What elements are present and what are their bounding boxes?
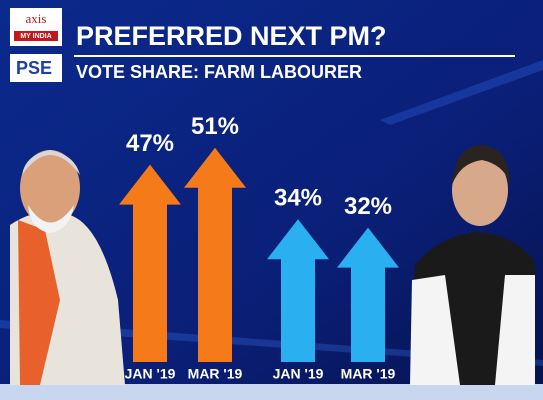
x-tick-label: JAN '19 bbox=[273, 366, 324, 382]
value-label: 51% bbox=[191, 113, 239, 140]
chart-subtitle: VOTE SHARE: FARM LABOURER bbox=[76, 62, 362, 82]
x-tick-label: MAR '19 bbox=[341, 366, 396, 382]
person-left bbox=[10, 150, 125, 385]
arrow-bar bbox=[267, 219, 329, 362]
arrow-bar bbox=[119, 164, 181, 362]
person-right bbox=[410, 145, 535, 385]
arrow-bar bbox=[184, 147, 246, 362]
value-label: 34% bbox=[274, 185, 322, 212]
value-label: 47% bbox=[126, 130, 174, 157]
x-tick-label: JAN '19 bbox=[125, 366, 176, 382]
value-label: 32% bbox=[344, 193, 392, 220]
channel-logo: PSE bbox=[16, 58, 52, 78]
chart-title: PREFERRED NEXT PM? bbox=[76, 21, 387, 51]
logo-text: axis bbox=[26, 11, 47, 26]
x-tick-label: MAR '19 bbox=[188, 366, 243, 382]
logo-box bbox=[10, 54, 62, 82]
logo-band bbox=[14, 31, 58, 41]
light-streak bbox=[380, 60, 543, 125]
bottom-strip bbox=[0, 384, 543, 400]
arrow-bar bbox=[337, 227, 399, 362]
logo-text: MY INDIA bbox=[20, 33, 51, 40]
